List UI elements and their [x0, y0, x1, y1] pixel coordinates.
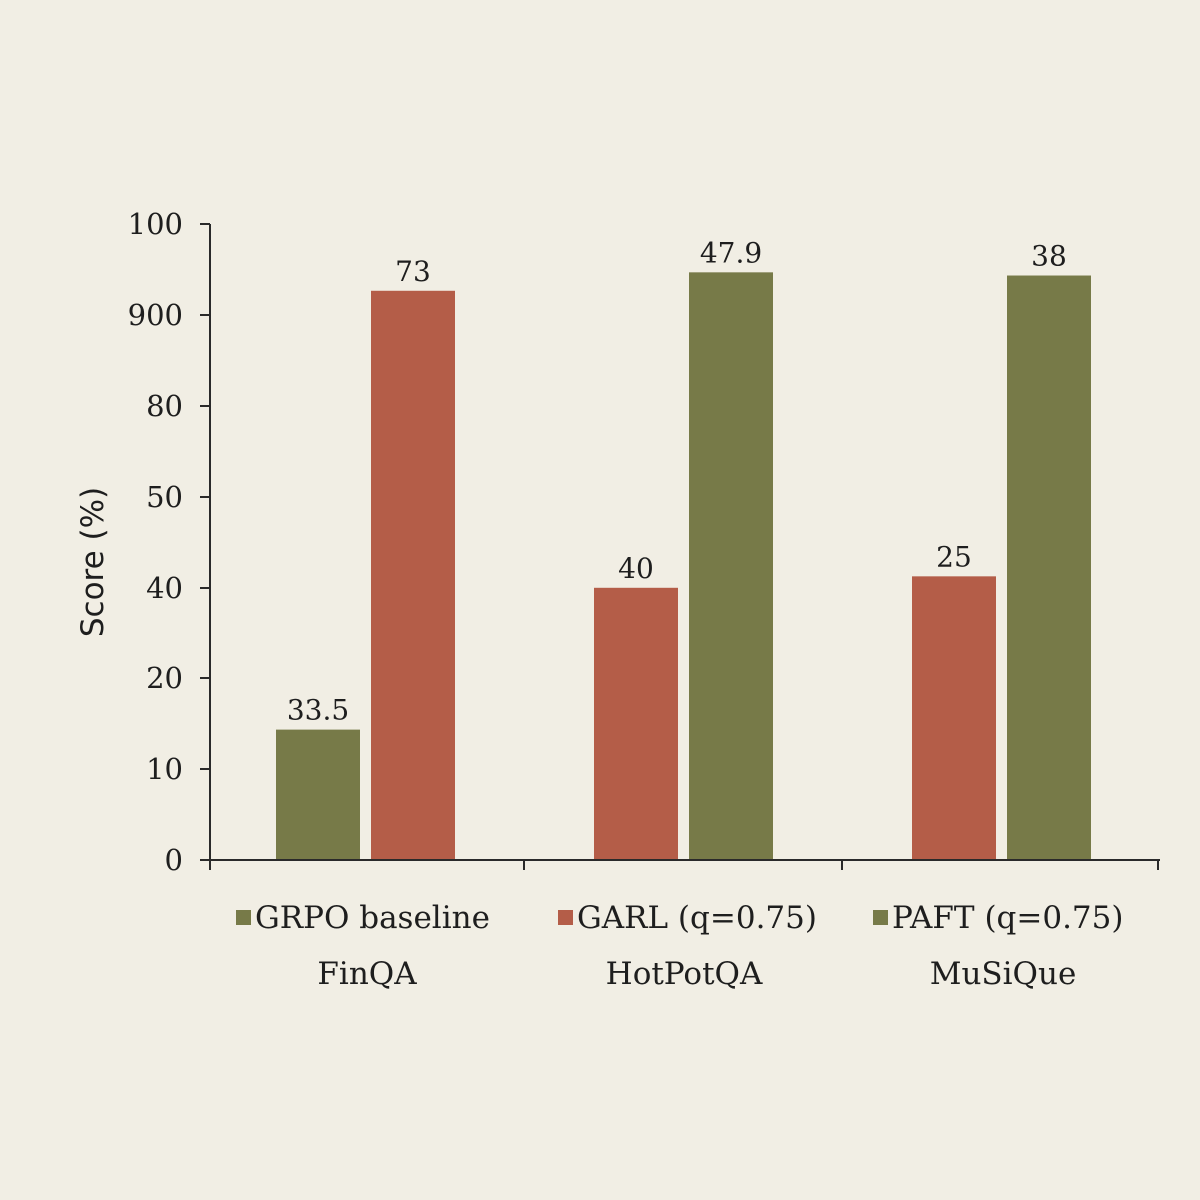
- y-tick-label: 40: [146, 571, 183, 605]
- data-labels-group: 33.5 73 40 47.9 25 38: [287, 236, 1067, 726]
- legend-label: PAFT (q=0.75): [892, 900, 1123, 936]
- bar-value-label: 25: [936, 540, 972, 573]
- legend-label: GARL (q=0.75): [577, 900, 817, 936]
- bars-group: [276, 272, 1091, 860]
- legend-item: GRPO baseline: [236, 900, 490, 936]
- y-tick-label: 100: [128, 207, 183, 241]
- bar-value-label: 38: [1031, 240, 1067, 273]
- bar-value-label: 73: [395, 255, 431, 288]
- y-axis-ticks: 0 10 20 40 50 80 900 100: [128, 207, 210, 877]
- bar: [371, 290, 455, 860]
- y-tick-label: 0: [165, 843, 183, 877]
- bar: [1007, 275, 1091, 860]
- bar: [689, 272, 773, 860]
- legend-label: GRPO baseline: [255, 900, 490, 936]
- bar-value-label: 40: [618, 552, 654, 585]
- y-axis-title: Score (%): [75, 487, 111, 637]
- y-tick-label: 50: [146, 480, 183, 514]
- legend-swatch: [558, 910, 573, 925]
- legend-item: PAFT (q=0.75): [873, 900, 1123, 936]
- bar-value-label: 47.9: [700, 236, 762, 269]
- category-label: HotPotQA: [606, 956, 763, 992]
- bar-value-label: 33.5: [287, 694, 349, 727]
- y-tick-label: 20: [146, 661, 183, 695]
- bar: [912, 576, 996, 860]
- x-axis-ticks: [209, 860, 1159, 870]
- category-label: FinQA: [317, 956, 417, 992]
- y-tick-label: 900: [128, 298, 183, 332]
- legend-item: GARL (q=0.75): [558, 900, 817, 936]
- category-labels: FinQA HotPotQA MuSiQue: [317, 956, 1076, 992]
- category-label: MuSiQue: [930, 956, 1077, 992]
- bar: [594, 587, 678, 860]
- y-tick-label: 80: [146, 389, 183, 423]
- bar: [276, 729, 360, 860]
- legend: GRPO baseline GARL (q=0.75) PAFT (q=0.75): [236, 900, 1123, 936]
- y-tick-label: 10: [146, 752, 183, 786]
- legend-swatch: [236, 910, 251, 925]
- legend-swatch: [873, 910, 888, 925]
